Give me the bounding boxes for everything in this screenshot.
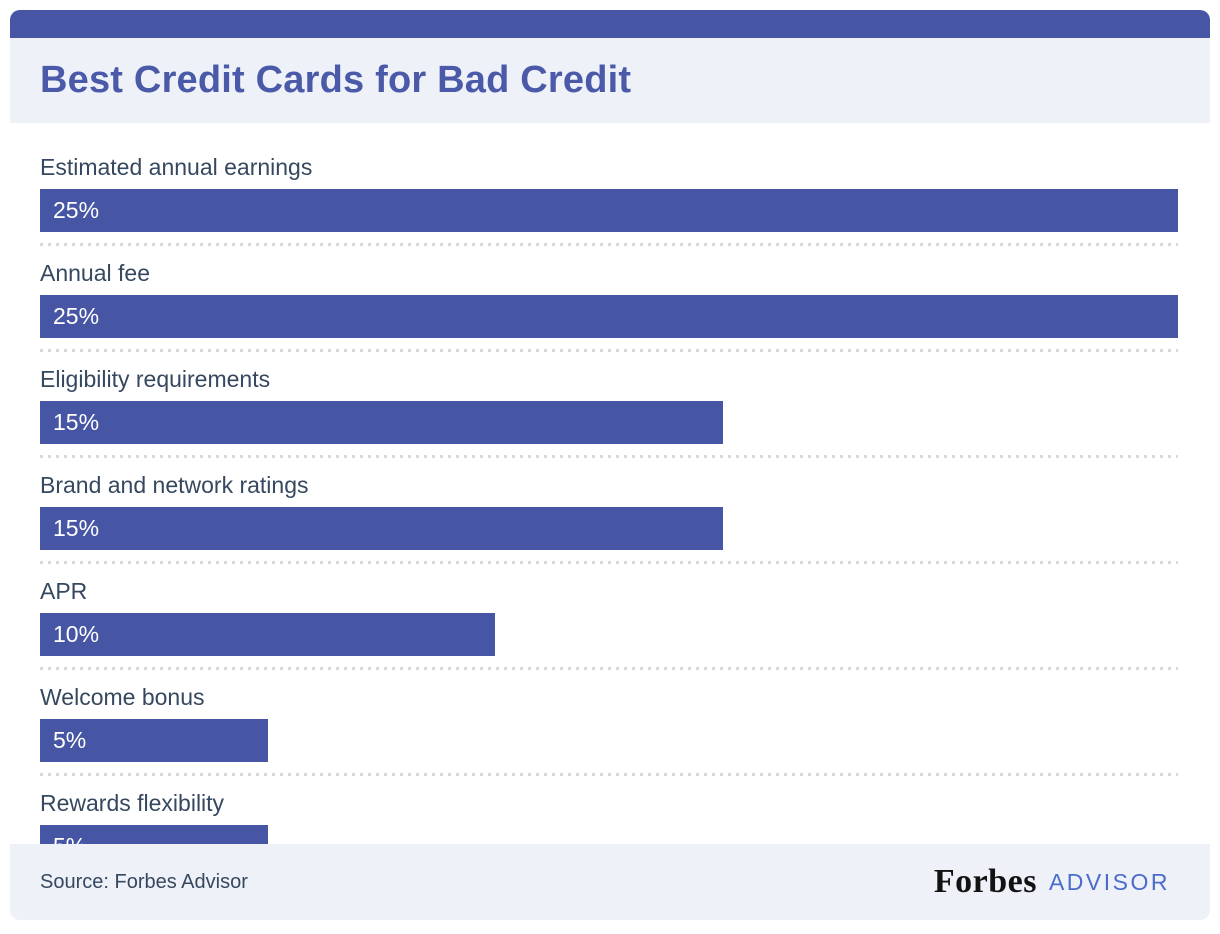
chart-body: Estimated annual earnings 25% Annual fee 25… [10,123,1210,876]
bar: 25% [40,189,1178,232]
bar-value-label: 25% [53,303,100,329]
bar-label: Eligibility requirements [40,366,271,392]
bar: 5% [40,719,268,762]
row-separator [40,773,1178,776]
bar-value-label: 5% [53,727,87,753]
bar-track: 10% [40,613,1178,656]
chart-title: Best Credit Cards for Bad Credit [40,59,632,101]
forbes-advisor-logo: Forbes ADVISOR [934,863,1170,901]
bar-label: Estimated annual earnings [40,154,313,180]
bar: 15% [40,507,723,550]
bar-row: Welcome bonus 5% [40,673,1178,770]
bar-row: Eligibility requirements 15% [40,355,1178,452]
bar-row: Estimated annual earnings 25% [40,143,1178,240]
bar-row: Annual fee 25% [40,249,1178,346]
bar-label: Rewards flexibility [40,790,225,816]
bar-track: 25% [40,295,1178,338]
bar-track: 25% [40,189,1178,232]
row-separator [40,561,1178,564]
chart-header: Best Credit Cards for Bad Credit [10,38,1210,123]
row-separator [40,349,1178,352]
bar-track: 15% [40,507,1178,550]
bar: 10% [40,613,496,656]
chart-card: Best Credit Cards for Bad Credit Estimat… [10,10,1210,920]
bar-track: 5% [40,719,1178,762]
source-text: Source: Forbes Advisor [40,870,248,893]
row-separator [40,667,1178,670]
bar-label: Welcome bonus [40,684,205,710]
bar-label: Brand and network ratings [40,472,309,498]
bar-row: Brand and network ratings 15% [40,461,1178,558]
bar-row: APR 10% [40,567,1178,664]
bar-label: APR [40,578,88,604]
bar-value-label: 15% [53,409,100,435]
bar-label: Annual fee [40,260,150,286]
forbes-wordmark: Forbes [933,863,1037,900]
bar: 25% [40,295,1178,338]
advisor-wordmark: ADVISOR [1048,868,1170,895]
bar-value-label: 10% [53,621,100,647]
bar-value-label: 25% [53,197,100,223]
chart-footer: Source: Forbes Advisor Forbes ADVISOR [10,844,1210,920]
bar: 15% [40,401,723,444]
top-accent-bar [10,10,1210,38]
row-separator [40,243,1178,246]
row-separator [40,455,1178,458]
bar-track: 15% [40,401,1178,444]
bar-value-label: 15% [53,515,100,541]
